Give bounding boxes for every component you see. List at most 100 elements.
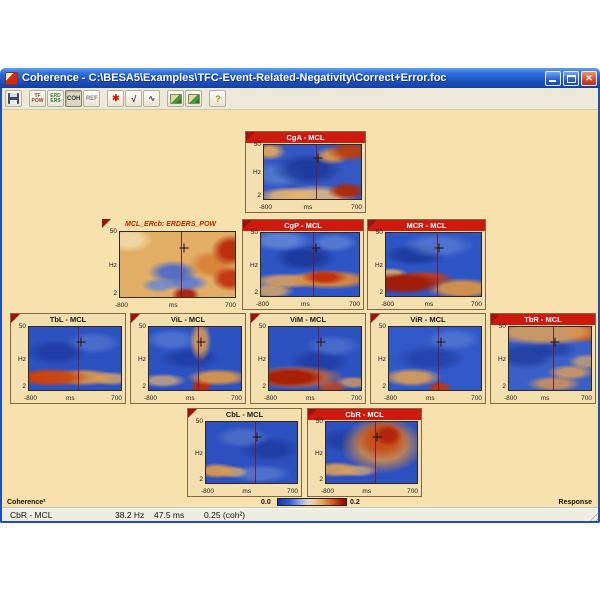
time-zero-line [181,232,183,297]
maximize-button[interactable] [563,70,579,86]
x-tick-min: -800 [256,301,270,308]
y-tick-min: 2 [142,383,146,390]
panel-title: ViL - MCL [170,315,206,324]
corner-marker-icon [11,314,20,323]
cursor-crosshair-icon [434,243,444,253]
map-view-button-1[interactable] [167,90,185,107]
tfc-panel-CbL[interactable]: CbL - MCL 50 Hz 2 -800 ms 700 [187,408,302,497]
tf-heatmap[interactable] [205,421,298,484]
tfc-panel-CbR[interactable]: CbR - MCL 50 Hz 2 -800 ms 700 [307,408,422,497]
map-view-button-2[interactable] [185,90,203,107]
tf-heatmap[interactable] [268,326,362,391]
map-icon [169,93,182,104]
y-axis-label: Hz [375,261,383,269]
tfc-panel-TbL[interactable]: TbL - MCL 50 Hz 2 -800 ms 700 [10,313,126,404]
panel-title: ViM - MCL [289,315,327,324]
time-zero-line [78,327,80,390]
condition-label: MCL_ERcb: ERDERS_POW [124,221,216,228]
y-tick-min: 2 [257,192,261,199]
tfc-panel-ViM[interactable]: ViM - MCL 50 Hz 2 -800 ms 700 [250,313,366,404]
help-button[interactable]: ? [209,90,227,107]
phase-button[interactable]: ∿ [143,90,161,107]
tf-heatmap[interactable] [385,232,482,297]
window-title: Coherence - C:\BESA5\Examples\TFC-Event-… [22,72,447,84]
x-axis-label: ms [540,395,550,402]
tf-heatmap[interactable] [263,144,362,200]
y-tick-min: 2 [254,289,258,296]
tfc-panel-TbR[interactable]: TbR - MCL 50 Hz 2 -800 ms 700 [490,313,596,404]
cursor-crosshair-icon [372,432,382,442]
waveform-icon: ∿ [148,94,156,103]
y-axis-label: Hz [253,169,261,176]
y-tick-min: 2 [502,383,506,390]
x-tick-max: 700 [111,395,122,402]
tf-heatmap[interactable] [260,232,360,297]
cursor-crosshair-icon [313,153,323,163]
y-tick-min: 2 [382,383,386,390]
corner-marker-icon [102,219,111,228]
x-tick-min: -800 [264,395,278,402]
colorbar-min-label: 0.0 [261,499,271,506]
panel-title: ViR - MCL [410,315,446,324]
tf-heatmap[interactable] [325,421,418,484]
save-button[interactable] [5,90,22,107]
title-bar[interactable]: Coherence - C:\BESA5\Examples\TFC-Event-… [0,68,600,88]
y-axis-label: Hz [258,355,266,363]
y-tick-max: 50 [315,418,323,425]
marker-button[interactable]: ✱ [107,90,125,107]
sqrt-button[interactable]: √ [125,90,143,107]
time-zero-line [315,145,317,199]
minimize-button[interactable] [545,70,561,86]
tfc-panel-condition-label[interactable]: MCL_ERcb: ERDERS_POW 50 Hz 2 -800 ms 700 [102,219,239,310]
tf-power-button[interactable]: TF POW [29,90,46,107]
y-tick-max: 50 [250,229,258,236]
x-tick-max: 700 [407,488,418,495]
reference-button[interactable]: REF [83,90,101,107]
y-axis-label: Hz [498,355,506,363]
corner-marker-icon [491,314,500,323]
tf-heatmap[interactable] [388,326,482,391]
coherence-button[interactable]: COH [65,90,83,107]
tf-heatmap[interactable] [148,326,242,391]
app-icon [5,71,18,85]
corner-marker-icon [308,409,317,418]
cursor-crosshair-icon [311,243,321,253]
tf-heatmap[interactable] [508,326,592,391]
status-coherence-value: 0.25 (coh²) [204,510,246,520]
cursor-crosshair-icon [196,337,206,347]
x-axis-label: ms [424,301,434,308]
tfc-panel-CgA[interactable]: CgA - MCL 50 Hz 2 -800 ms 700 [245,131,366,213]
tf-heatmap[interactable] [28,326,122,391]
y-tick-max: 50 [378,323,386,330]
tfc-panel-MCR[interactable]: MCR - MCL 50 Hz 2 -800 ms 700 [367,219,486,310]
x-tick-min: -800 [24,395,38,402]
colorbar [277,498,347,506]
colorbar-max-label: 0.2 [350,499,360,506]
close-button[interactable]: ✕ [581,70,597,86]
y-axis-label: Hz [195,449,203,457]
x-axis-label: ms [185,395,195,402]
maximize-icon [567,74,576,83]
tf-heatmap[interactable] [119,231,236,298]
x-tick-max: 700 [349,301,360,308]
x-tick-max: 700 [225,302,236,309]
time-zero-line [198,327,200,390]
y-tick-max: 50 [109,228,117,235]
erd-ers-button[interactable]: ERD ERS [47,90,64,107]
tfc-panel-ViL[interactable]: ViL - MCL 50 Hz 2 -800 ms 700 [130,313,246,404]
resize-grip[interactable] [586,509,598,521]
x-axis-label: ms [305,395,315,402]
x-axis-label: ms [303,204,313,211]
y-tick-max: 50 [195,418,203,425]
tfc-panel-CgP[interactable]: CgP - MCL 50 Hz 2 -800 ms 700 [242,219,364,310]
x-tick-max: 700 [581,395,592,402]
red-marker-icon: ✱ [112,93,120,103]
corner-marker-icon [243,220,252,229]
y-axis-label: Hz [138,355,146,363]
x-axis-label: ms [425,395,435,402]
tfc-panel-ViR[interactable]: ViR - MCL 50 Hz 2 -800 ms 700 [370,313,486,404]
y-tick-min: 2 [379,289,383,296]
panel-title: CbL - MCL [225,410,264,419]
status-channel: CbR - MCL [10,510,53,520]
panel-title: TbR - MCL [491,314,595,325]
